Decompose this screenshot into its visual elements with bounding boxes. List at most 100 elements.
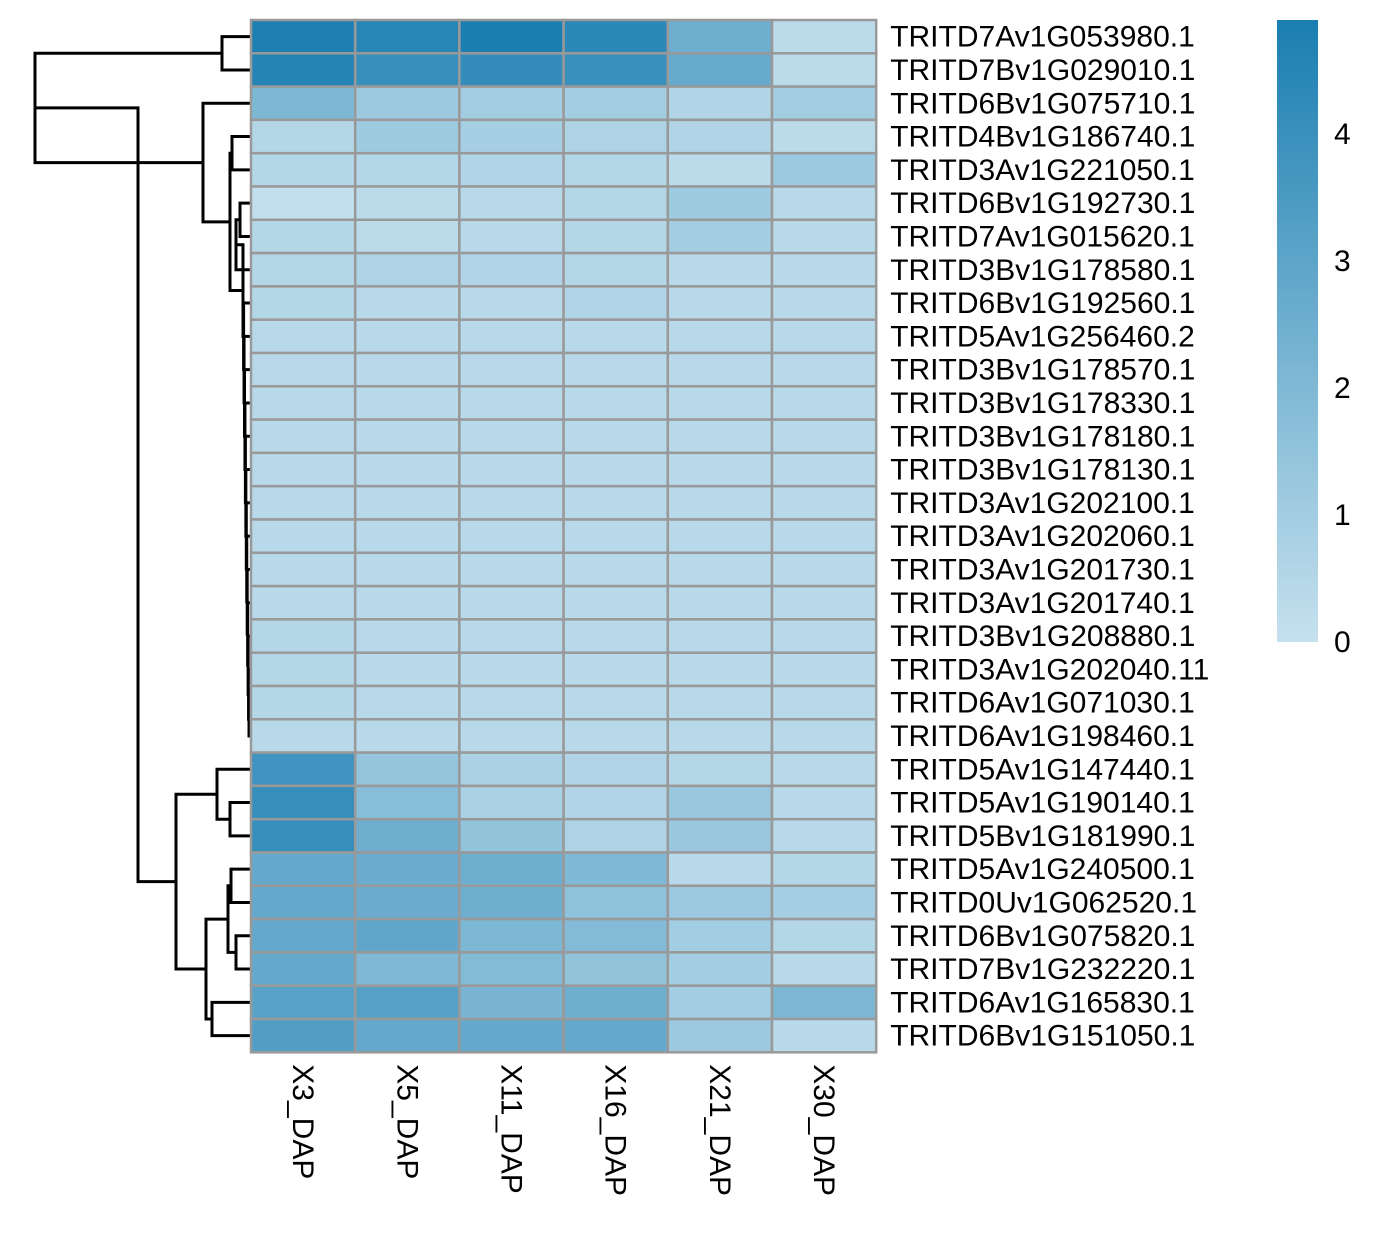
- row-label: TRITD3Bv1G178330.1: [890, 387, 1195, 420]
- dendrogram-branch: [215, 767, 251, 821]
- heatmap-cell: [458, 118, 565, 155]
- heatmap-cell: [249, 318, 357, 355]
- heatmap-cell: [458, 1017, 565, 1054]
- heatmap-cell: [353, 618, 461, 654]
- dendrogram-branch: [238, 201, 251, 238]
- heatmap-cell: [458, 251, 565, 288]
- heatmap-cell: [562, 951, 670, 987]
- heatmap-cell: [770, 251, 878, 288]
- heatmap-cell: [353, 418, 461, 455]
- row-label: TRITD3Av1G202060.1: [890, 520, 1195, 553]
- heatmap-cell: [353, 851, 461, 888]
- dendrogram-branch: [220, 35, 251, 72]
- heatmap-cell: [458, 718, 565, 754]
- heatmap-cell: [562, 718, 670, 754]
- heatmap-cell: [458, 351, 565, 388]
- heatmap-cell: [770, 385, 878, 421]
- heatmap-cell: [249, 451, 357, 488]
- heatmap-cell: [353, 651, 461, 688]
- heatmap-cell: [770, 651, 878, 688]
- row-label: TRITD6Av1G198460.1: [890, 720, 1195, 753]
- row-label: TRITD6Bv1G192730.1: [890, 187, 1195, 220]
- row-label: TRITD3Bv1G178180.1: [890, 420, 1195, 453]
- heatmap-cell: [770, 85, 878, 122]
- heatmap-cell: [666, 484, 774, 521]
- heatmap-cell: [353, 518, 461, 555]
- heatmap-cell: [353, 951, 461, 987]
- heatmap-cell: [458, 185, 565, 222]
- heatmap-cell: [562, 151, 670, 188]
- heatmap-cell: [666, 817, 774, 854]
- heatmap-cell: [458, 318, 565, 355]
- heatmap-cell: [666, 151, 774, 188]
- heatmap-cell: [562, 518, 670, 555]
- heatmap-cell: [458, 917, 565, 954]
- heatmap-cell: [458, 551, 565, 588]
- heatmap-cell: [770, 285, 878, 321]
- heatmap-cell: [562, 385, 670, 421]
- heatmap-cell: [770, 118, 878, 155]
- heatmap-cell: [666, 85, 774, 122]
- heatmap-cell: [562, 884, 670, 921]
- heatmap-cell: [458, 884, 565, 921]
- heatmap-cell: [562, 684, 670, 721]
- row-label: TRITD3Av1G201740.1: [890, 587, 1195, 620]
- heatmap-cell: [666, 884, 774, 921]
- heatmap-cells: [249, 18, 878, 1054]
- heatmap-cell: [458, 218, 565, 255]
- row-label: TRITD5Bv1G181990.1: [890, 820, 1195, 853]
- heatmap-cell: [562, 651, 670, 688]
- heatmap-cell: [353, 285, 461, 321]
- heatmap-cell: [353, 451, 461, 488]
- heatmap-cell: [353, 185, 461, 222]
- legend-tick-label: 2: [1334, 372, 1351, 405]
- row-label: TRITD7Bv1G232220.1: [890, 953, 1195, 986]
- heatmap-cell: [353, 817, 461, 854]
- heatmap-cell: [562, 351, 670, 388]
- heatmap-cell: [458, 751, 565, 788]
- row-label: TRITD7Bv1G029010.1: [890, 54, 1195, 87]
- heatmap-cell: [666, 451, 774, 488]
- heatmap-cell: [666, 518, 774, 555]
- heatmap-cell: [770, 851, 878, 888]
- heatmap-cell: [562, 551, 670, 588]
- heatmap-cell: [562, 118, 670, 155]
- heatmap-cell: [353, 251, 461, 288]
- heatmap-cell: [353, 1017, 461, 1054]
- row-label: TRITD7Av1G053980.1: [890, 21, 1195, 54]
- heatmap-cell: [770, 151, 878, 188]
- heatmap-cell: [562, 618, 670, 654]
- heatmap-cell: [353, 151, 461, 188]
- heatmap-cell: [249, 85, 357, 122]
- heatmap-cell: [458, 451, 565, 488]
- heatmap-cell: [770, 218, 878, 255]
- heatmap-cell: [666, 385, 774, 421]
- heatmap-cell: [249, 551, 357, 588]
- heatmap-cell: [249, 351, 357, 388]
- heatmap-cell: [666, 185, 774, 222]
- row-label: TRITD3Bv1G178580.1: [890, 254, 1195, 287]
- heatmap-cell: [666, 285, 774, 321]
- column-label: X16_DAP: [599, 1064, 632, 1196]
- heatmap-cell: [249, 518, 357, 555]
- heatmap-cell: [458, 52, 565, 88]
- heatmap-cell: [458, 418, 565, 455]
- dendrogram-branch: [204, 917, 228, 1021]
- heatmap-cell: [666, 584, 774, 621]
- heatmap-cell: [562, 851, 670, 888]
- heatmap-cell: [666, 351, 774, 388]
- heatmap-cell: [249, 618, 357, 654]
- heatmap-cell: [666, 917, 774, 954]
- heatmap-cell: [666, 1017, 774, 1054]
- heatmap-cell: [770, 351, 878, 388]
- heatmap-cell: [249, 118, 357, 155]
- heatmap-cell: [353, 318, 461, 355]
- row-label: TRITD5Av1G147440.1: [890, 753, 1195, 786]
- heatmap-cell: [458, 984, 565, 1021]
- dendrogram-branch: [234, 934, 251, 971]
- heatmap-cell: [458, 851, 565, 888]
- heatmap-cell: [458, 817, 565, 854]
- heatmap-cell: [249, 385, 357, 421]
- heatmap-cell: [249, 984, 357, 1021]
- dendrogram-branch: [228, 801, 251, 838]
